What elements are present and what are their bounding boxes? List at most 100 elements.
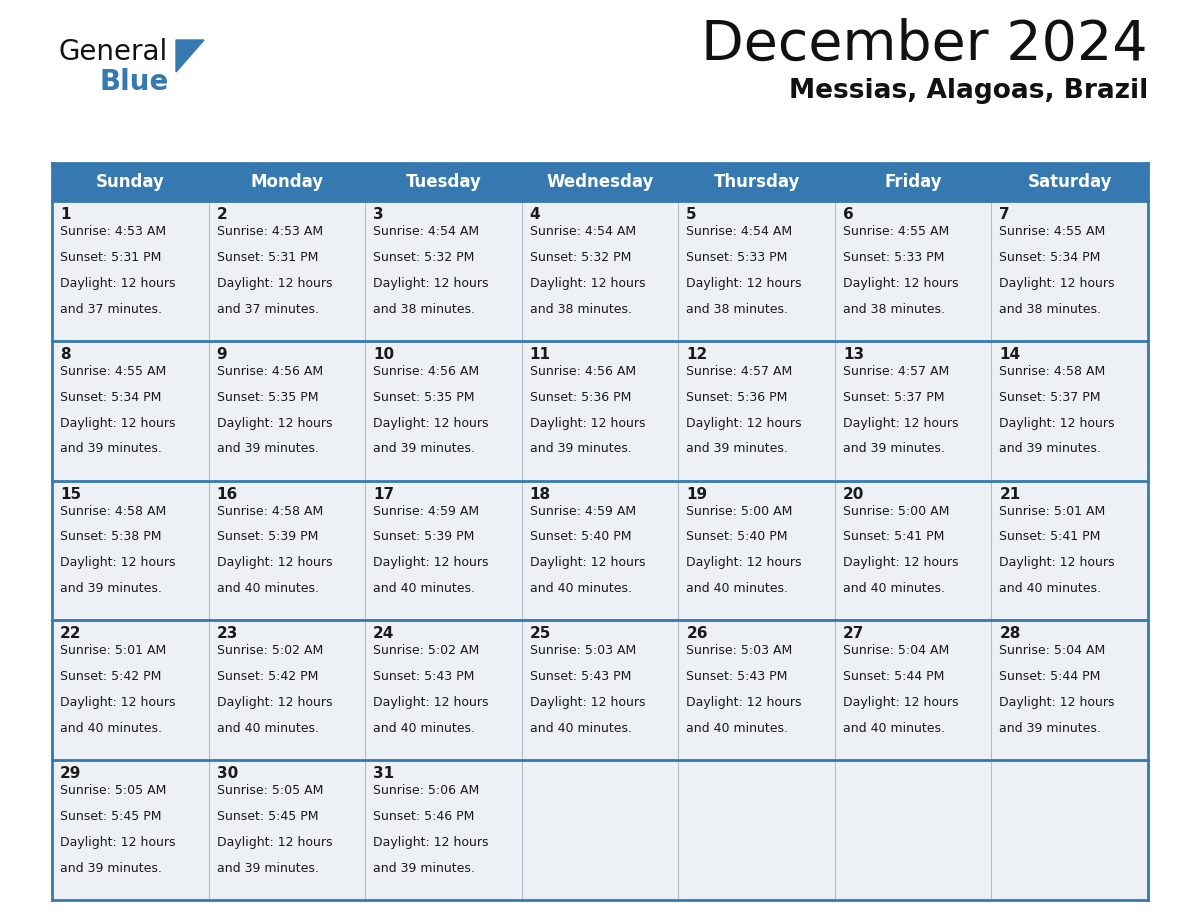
Text: 23: 23	[216, 626, 238, 642]
Text: Daylight: 12 hours: Daylight: 12 hours	[373, 696, 488, 709]
Text: Sunset: 5:37 PM: Sunset: 5:37 PM	[842, 391, 944, 404]
Text: Daylight: 12 hours: Daylight: 12 hours	[216, 696, 333, 709]
Text: Sunrise: 5:00 AM: Sunrise: 5:00 AM	[687, 505, 792, 518]
Text: and 40 minutes.: and 40 minutes.	[530, 722, 632, 735]
Bar	[522, 341, 678, 481]
Text: Daylight: 12 hours: Daylight: 12 hours	[530, 417, 645, 430]
Text: Daylight: 12 hours: Daylight: 12 hours	[687, 417, 802, 430]
Text: Sunrise: 4:54 AM: Sunrise: 4:54 AM	[373, 225, 479, 238]
Text: and 39 minutes.: and 39 minutes.	[216, 442, 318, 455]
Text: 6: 6	[842, 207, 854, 222]
Text: and 39 minutes.: and 39 minutes.	[687, 442, 788, 455]
Text: Sunset: 5:39 PM: Sunset: 5:39 PM	[373, 531, 474, 543]
Bar	[678, 201, 835, 341]
Text: Sunrise: 4:57 AM: Sunrise: 4:57 AM	[842, 364, 949, 378]
Text: 4: 4	[530, 207, 541, 222]
Text: Sunset: 5:31 PM: Sunset: 5:31 PM	[216, 251, 318, 263]
Bar	[992, 621, 1148, 760]
Text: Messias, Alagoas, Brazil: Messias, Alagoas, Brazil	[789, 78, 1148, 104]
Text: Wednesday: Wednesday	[546, 173, 653, 191]
Text: and 37 minutes.: and 37 minutes.	[216, 303, 318, 316]
Text: 12: 12	[687, 347, 708, 362]
Text: Daylight: 12 hours: Daylight: 12 hours	[842, 417, 959, 430]
Text: 29: 29	[61, 767, 81, 781]
Text: Daylight: 12 hours: Daylight: 12 hours	[373, 417, 488, 430]
Text: Sunset: 5:44 PM: Sunset: 5:44 PM	[999, 670, 1101, 683]
Text: 18: 18	[530, 487, 551, 501]
Text: 21: 21	[999, 487, 1020, 501]
Text: Sunset: 5:39 PM: Sunset: 5:39 PM	[216, 531, 318, 543]
Text: Daylight: 12 hours: Daylight: 12 hours	[61, 556, 176, 569]
Bar	[522, 481, 678, 621]
Bar	[678, 760, 835, 900]
Text: Daylight: 12 hours: Daylight: 12 hours	[999, 696, 1114, 709]
Text: Sunrise: 4:56 AM: Sunrise: 4:56 AM	[216, 364, 323, 378]
Bar	[992, 201, 1148, 341]
Text: Sunrise: 4:57 AM: Sunrise: 4:57 AM	[687, 364, 792, 378]
Bar	[522, 201, 678, 341]
Text: Sunset: 5:33 PM: Sunset: 5:33 PM	[842, 251, 944, 263]
Text: and 39 minutes.: and 39 minutes.	[61, 442, 162, 455]
Text: Sunrise: 4:55 AM: Sunrise: 4:55 AM	[842, 225, 949, 238]
Bar	[678, 481, 835, 621]
Text: and 39 minutes.: and 39 minutes.	[842, 442, 944, 455]
Text: Saturday: Saturday	[1028, 173, 1112, 191]
Bar	[52, 621, 209, 760]
Text: and 39 minutes.: and 39 minutes.	[61, 862, 162, 875]
Text: Sunset: 5:42 PM: Sunset: 5:42 PM	[216, 670, 318, 683]
Bar	[365, 760, 522, 900]
Text: 7: 7	[999, 207, 1010, 222]
Text: 27: 27	[842, 626, 864, 642]
Text: Sunrise: 4:55 AM: Sunrise: 4:55 AM	[999, 225, 1106, 238]
Text: Daylight: 12 hours: Daylight: 12 hours	[842, 276, 959, 290]
Text: Daylight: 12 hours: Daylight: 12 hours	[61, 276, 176, 290]
Text: and 39 minutes.: and 39 minutes.	[999, 722, 1101, 735]
Text: and 40 minutes.: and 40 minutes.	[687, 582, 789, 595]
Text: and 40 minutes.: and 40 minutes.	[842, 722, 944, 735]
Text: 3: 3	[373, 207, 384, 222]
Text: Daylight: 12 hours: Daylight: 12 hours	[530, 696, 645, 709]
Text: Friday: Friday	[884, 173, 942, 191]
Text: Daylight: 12 hours: Daylight: 12 hours	[999, 276, 1114, 290]
Text: Sunset: 5:43 PM: Sunset: 5:43 PM	[373, 670, 474, 683]
Text: Sunrise: 4:58 AM: Sunrise: 4:58 AM	[999, 364, 1106, 378]
Bar	[835, 621, 992, 760]
Text: Sunset: 5:42 PM: Sunset: 5:42 PM	[61, 670, 162, 683]
Text: and 40 minutes.: and 40 minutes.	[530, 582, 632, 595]
Text: Sunset: 5:35 PM: Sunset: 5:35 PM	[216, 391, 318, 404]
Bar	[209, 621, 365, 760]
Text: Sunrise: 4:59 AM: Sunrise: 4:59 AM	[530, 505, 636, 518]
Text: Daylight: 12 hours: Daylight: 12 hours	[999, 556, 1114, 569]
Text: Sunrise: 4:56 AM: Sunrise: 4:56 AM	[530, 364, 636, 378]
Text: 30: 30	[216, 767, 238, 781]
Text: Sunrise: 4:58 AM: Sunrise: 4:58 AM	[61, 505, 166, 518]
Text: and 39 minutes.: and 39 minutes.	[373, 442, 475, 455]
Text: 28: 28	[999, 626, 1020, 642]
Text: 26: 26	[687, 626, 708, 642]
Text: Daylight: 12 hours: Daylight: 12 hours	[61, 836, 176, 849]
Text: 5: 5	[687, 207, 697, 222]
Text: 20: 20	[842, 487, 864, 501]
Text: Sunrise: 5:01 AM: Sunrise: 5:01 AM	[61, 644, 166, 657]
Text: Daylight: 12 hours: Daylight: 12 hours	[61, 696, 176, 709]
Text: Sunrise: 4:56 AM: Sunrise: 4:56 AM	[373, 364, 479, 378]
Text: Sunrise: 4:53 AM: Sunrise: 4:53 AM	[61, 225, 166, 238]
Polygon shape	[176, 40, 204, 72]
Text: 17: 17	[373, 487, 394, 501]
Text: Sunset: 5:46 PM: Sunset: 5:46 PM	[373, 810, 474, 823]
Text: Daylight: 12 hours: Daylight: 12 hours	[842, 696, 959, 709]
Bar	[209, 760, 365, 900]
Text: and 39 minutes.: and 39 minutes.	[530, 442, 632, 455]
Text: Sunset: 5:32 PM: Sunset: 5:32 PM	[530, 251, 631, 263]
Text: 14: 14	[999, 347, 1020, 362]
Text: and 40 minutes.: and 40 minutes.	[373, 722, 475, 735]
Text: Sunset: 5:45 PM: Sunset: 5:45 PM	[216, 810, 318, 823]
Text: Sunrise: 4:59 AM: Sunrise: 4:59 AM	[373, 505, 479, 518]
Text: Sunset: 5:34 PM: Sunset: 5:34 PM	[61, 391, 162, 404]
Bar	[52, 341, 209, 481]
Text: and 38 minutes.: and 38 minutes.	[999, 303, 1101, 316]
Text: and 40 minutes.: and 40 minutes.	[373, 582, 475, 595]
Text: Sunset: 5:32 PM: Sunset: 5:32 PM	[373, 251, 474, 263]
Text: and 37 minutes.: and 37 minutes.	[61, 303, 162, 316]
Text: Sunday: Sunday	[96, 173, 165, 191]
